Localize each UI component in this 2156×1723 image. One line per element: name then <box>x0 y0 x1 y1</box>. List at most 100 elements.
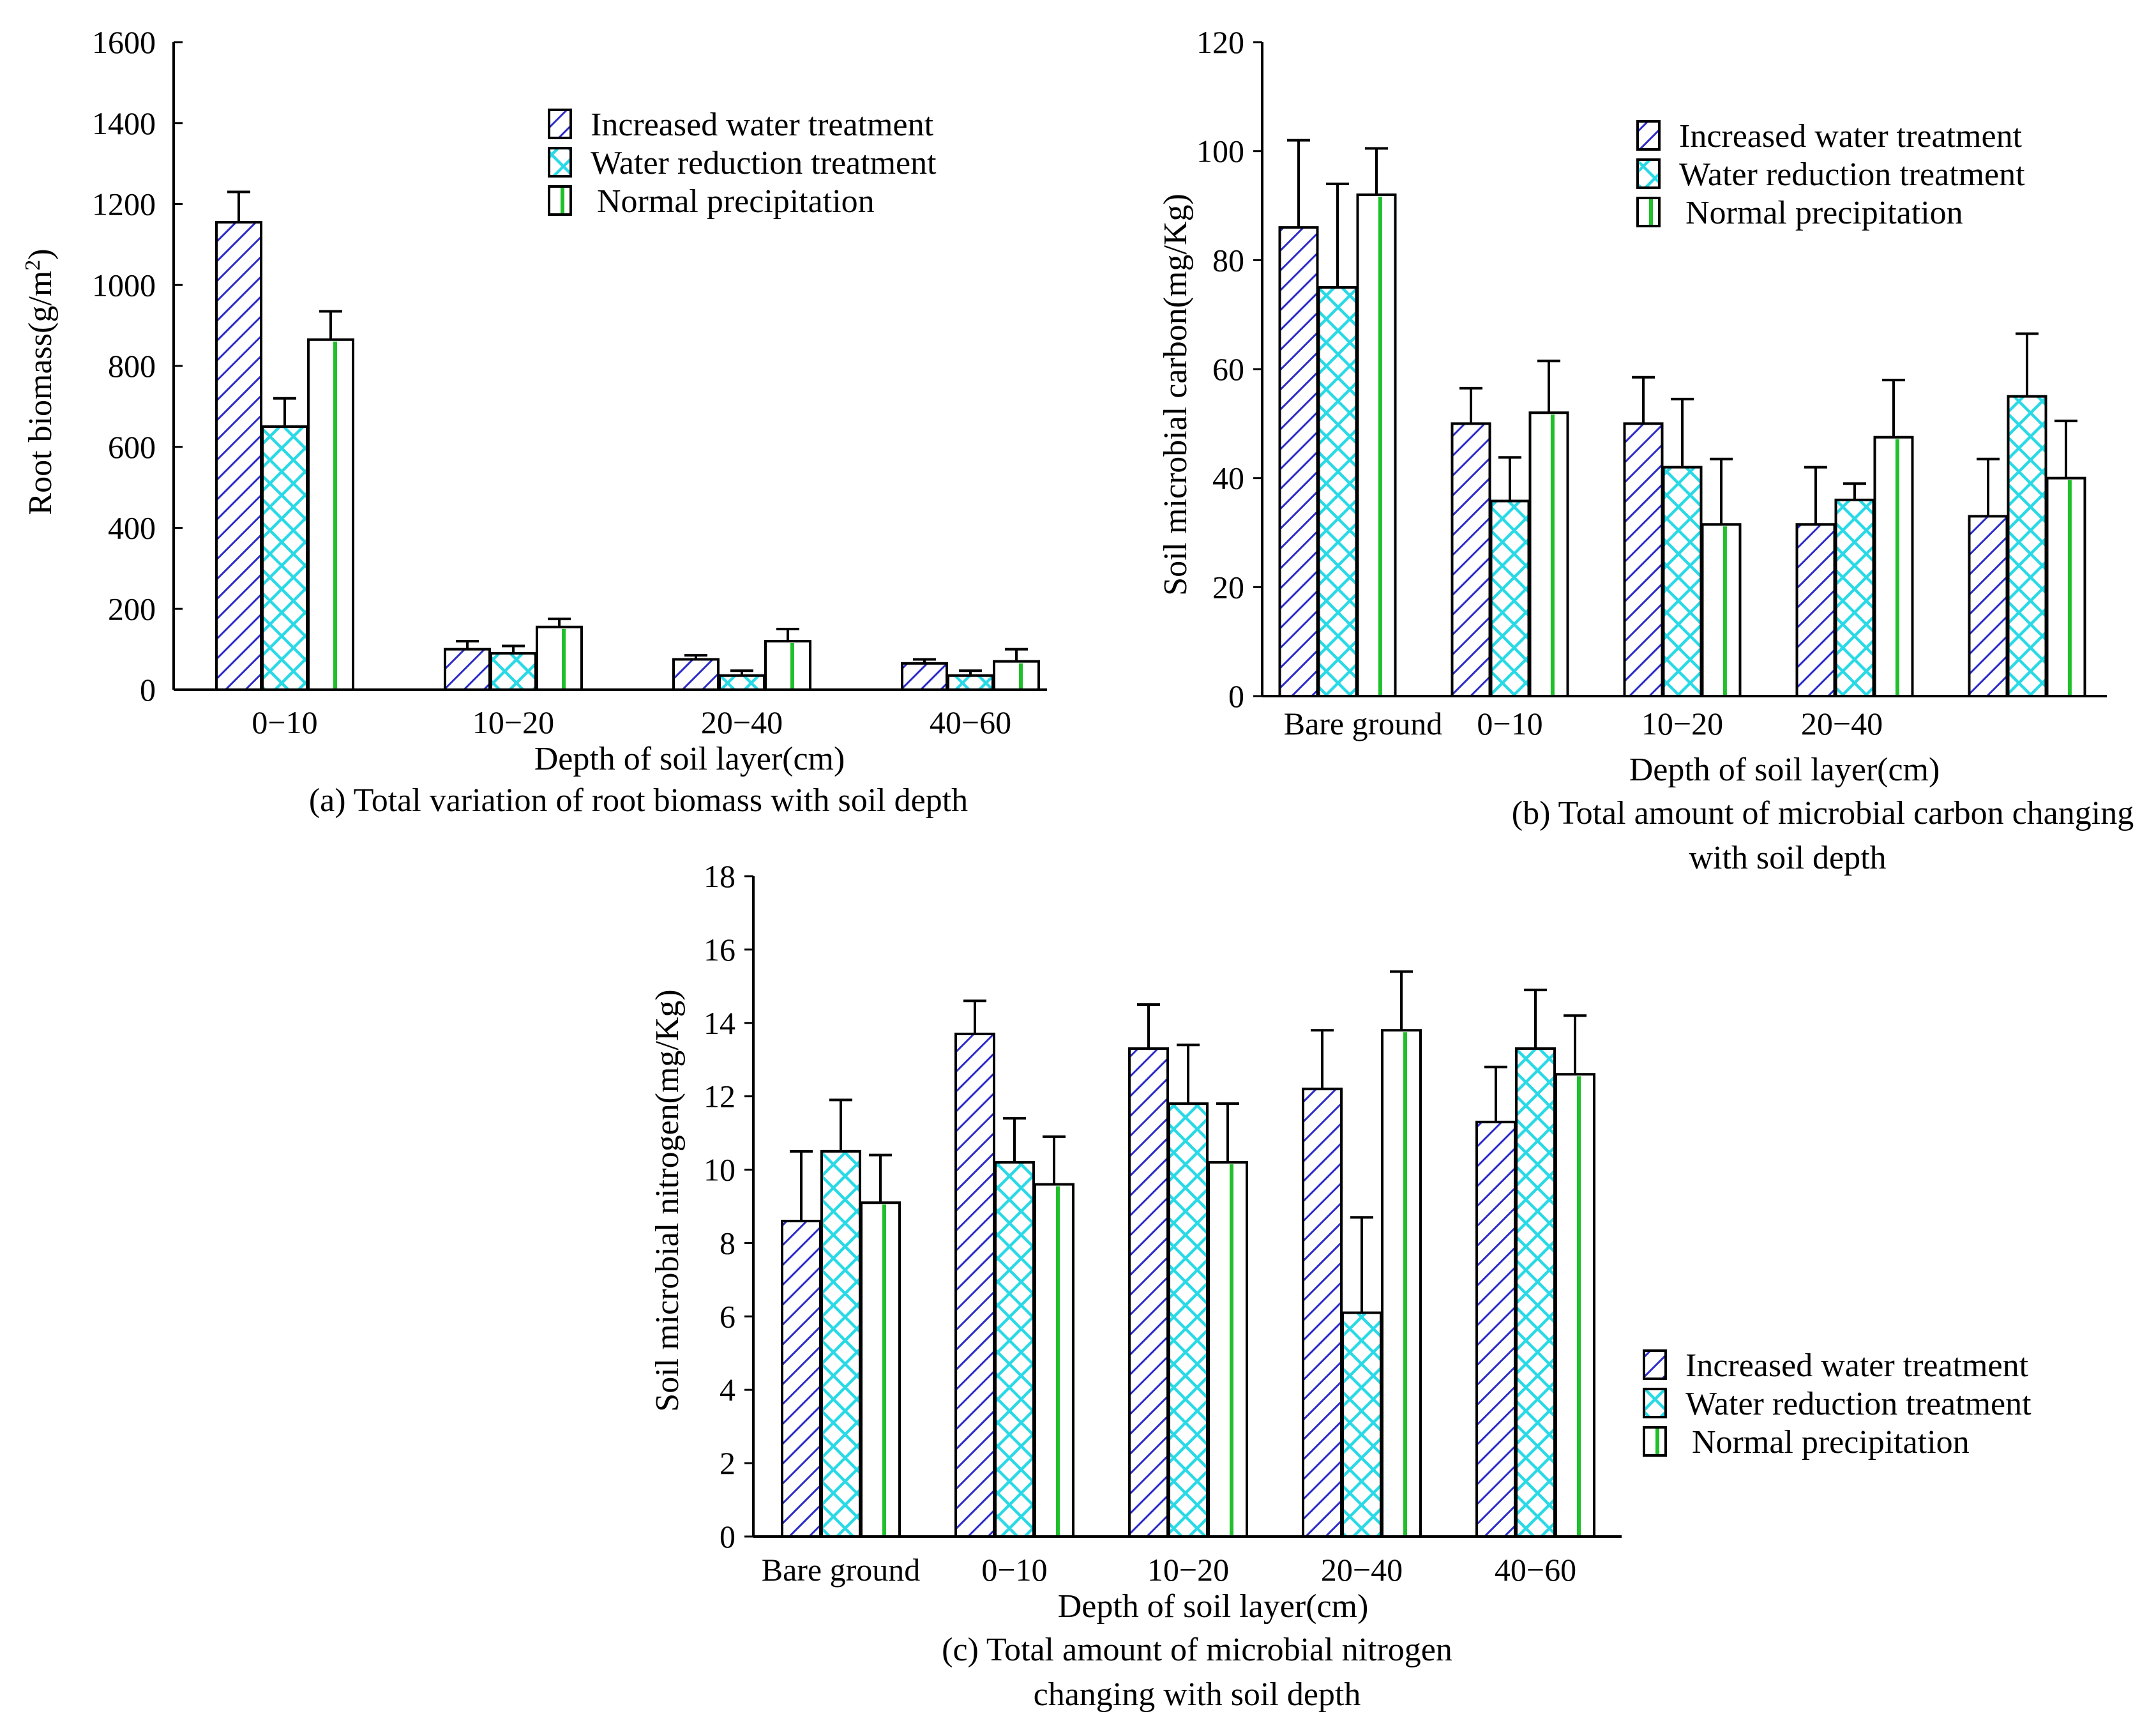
legend-b-swatch-increased <box>1636 120 1661 151</box>
y-tick-label: 0 <box>720 1519 735 1554</box>
y-axis-title-a-main: Root biomass(g/m <box>22 271 59 515</box>
bar-increased <box>1475 1120 1516 1538</box>
y-tick-label: 0 <box>140 672 156 708</box>
bar-increased <box>215 221 262 691</box>
chart-microbial-nitrogen: 0 2 4 6 8 10 12 14 16 18 Bare ground 0−10 10−20 20−40… <box>649 858 2032 1713</box>
y-tick-label: 20 <box>1212 569 1244 605</box>
x-tick-label: 10−20 <box>1641 706 1723 741</box>
bar-reduction <box>1168 1102 1209 1538</box>
y-tick-label: 1400 <box>92 105 156 141</box>
legend-b-swatch-normal <box>1636 197 1661 227</box>
bar-reduction <box>1515 1047 1556 1538</box>
y-tick-label: 60 <box>1212 351 1244 387</box>
x-axis-title-a: Depth of soil layer(cm) <box>534 741 845 777</box>
y-axis-title-b: Soil microbial carbon(mg/Kg) <box>1157 194 1194 596</box>
y-tick-label: 100 <box>1196 133 1244 169</box>
y-axis-title-a: Root biomass(g/m2) <box>21 248 59 515</box>
bar-normal <box>1034 1183 1074 1538</box>
y-tick-label: 2 <box>720 1445 735 1481</box>
x-tick-label: 10−20 <box>1147 1552 1229 1588</box>
caption-c-line2: changing with soil depth <box>1034 1676 1361 1713</box>
x-tick-label: 0−10 <box>1477 706 1542 741</box>
chart-microbial-carbon: 0 20 40 60 80 100 120 Bare ground 0−10 10−20 20−40… <box>1157 24 2134 876</box>
bar-normal <box>1555 1073 1595 1538</box>
x-tick-label: 20−40 <box>1801 706 1883 741</box>
bar-increased <box>781 1219 822 1538</box>
bar-increased <box>1623 422 1664 697</box>
bar-normal <box>307 338 354 691</box>
y-tick-label: 0 <box>1228 678 1244 714</box>
legend-c-label-increased: Increased water treatment <box>1685 1347 2029 1384</box>
legend-a-swatch-reduction <box>548 147 572 178</box>
x-tick-label: 40−60 <box>930 704 1011 740</box>
x-axis-title-b: Depth of soil layer(cm) <box>1629 752 1940 788</box>
bar-increased <box>1128 1047 1169 1538</box>
y-tick-label: 400 <box>108 510 156 546</box>
bar-increased <box>901 662 948 692</box>
y-tick-label: 4 <box>720 1372 735 1408</box>
bar-increased <box>1795 523 1836 697</box>
bar-normal <box>1701 523 1742 697</box>
bar-reduction <box>1317 286 1358 697</box>
bar-reduction <box>1341 1311 1382 1538</box>
bar-reduction <box>2007 395 2047 698</box>
bar-reduction <box>490 651 537 692</box>
bar-increased <box>444 648 491 691</box>
legend-c: Increased water treatment Water reductio… <box>1643 1347 2032 1461</box>
y-tick-label: 1200 <box>92 186 156 222</box>
chart-root-biomass: 0 200 400 600 800 1000 1200 1400 1600 0−10 10−20 20… <box>21 24 1047 819</box>
y-tick-label: 16 <box>704 932 735 968</box>
legend-b-label-normal: Normal precipitation <box>1685 195 1963 231</box>
legend-b-swatch-reduction <box>1636 158 1661 189</box>
bar-normal <box>2046 476 2086 698</box>
bar-normal <box>1528 411 1569 697</box>
axes-microbial-nitrogen: 0 2 4 6 8 10 12 14 16 18 Bare ground 0−10 10−20 20−40… <box>704 858 1622 1588</box>
x-tick-label: Bare ground <box>1284 706 1443 741</box>
bar-normal <box>1381 1029 1422 1538</box>
bar-normal <box>764 639 811 692</box>
bar-normal <box>993 660 1040 691</box>
x-tick-label: 20−40 <box>701 704 783 740</box>
bar-normal <box>1356 193 1397 697</box>
caption-a: (a) Total variation of root biomass with… <box>309 782 968 819</box>
bars-root-biomass <box>215 190 1040 692</box>
legend-c-swatch-increased <box>1643 1349 1667 1380</box>
y-tick-label: 6 <box>720 1298 735 1334</box>
y-tick-label: 12 <box>704 1079 735 1114</box>
legend-a-label-increased: Increased water treatment <box>591 107 934 143</box>
bar-increased <box>1451 422 1491 697</box>
legend-a-swatch-normal <box>548 185 572 216</box>
y-tick-label: 40 <box>1212 460 1244 496</box>
legend-a-label-normal: Normal precipitation <box>597 183 875 220</box>
bar-reduction <box>1489 499 1530 697</box>
bar-normal <box>536 625 583 691</box>
caption-b-line1: (b) Total amount of microbial carbon cha… <box>1512 795 2134 831</box>
y-tick-label: 200 <box>108 591 156 626</box>
y-axis-title-a-end: ) <box>22 248 59 259</box>
bar-reduction <box>994 1161 1035 1538</box>
legend-c-label-reduction: Water reduction treatment <box>1685 1386 2032 1422</box>
y-tick-label: 1000 <box>92 267 156 303</box>
y-tick-label: 600 <box>108 429 156 465</box>
bar-reduction <box>261 425 308 691</box>
bars-microbial-carbon <box>1278 139 2086 698</box>
bars-microbial-nitrogen <box>781 970 1595 1538</box>
x-tick-label: 20−40 <box>1321 1552 1403 1588</box>
y-tick-label: 14 <box>704 1005 735 1041</box>
y-axis-title-a-sup: 2 <box>21 260 45 271</box>
x-tick-label: Bare ground <box>762 1552 921 1588</box>
x-tick-label: 0−10 <box>981 1552 1047 1588</box>
x-tick-label: 10−20 <box>472 704 554 740</box>
y-tick-label: 1600 <box>92 24 156 60</box>
y-tick-label: 80 <box>1212 242 1244 278</box>
bar-increased <box>672 658 720 691</box>
bar-normal <box>1873 436 1914 698</box>
bar-increased <box>1278 226 1319 697</box>
axes-root-biomass: 0 200 400 600 800 1000 1200 1400 1600 0−10 10−20 20… <box>92 24 1047 740</box>
y-axis-title-c: Soil microbial nitrogen(mg/Kg) <box>649 989 686 1411</box>
axes-microbial-carbon: 0 20 40 60 80 100 120 Bare ground 0−10 10−20 20−40 <box>1196 24 2107 741</box>
bar-reduction <box>1834 498 1875 697</box>
legend-c-swatch-normal <box>1643 1426 1667 1457</box>
legend-a-swatch-increased <box>548 109 572 139</box>
